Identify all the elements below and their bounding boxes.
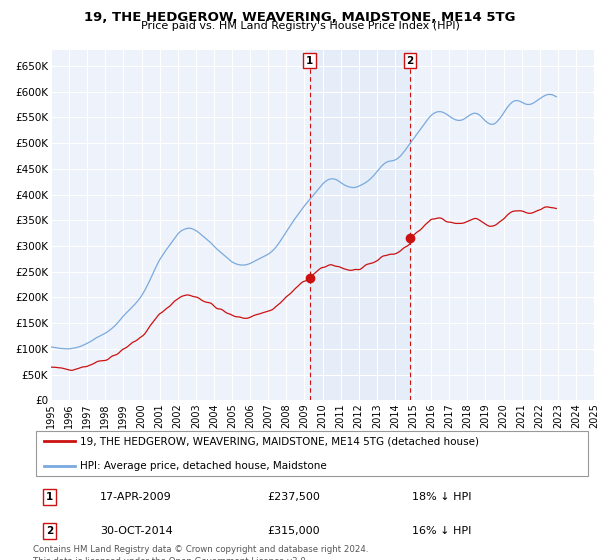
Text: 2: 2 [406,55,413,66]
Text: Price paid vs. HM Land Registry's House Price Index (HPI): Price paid vs. HM Land Registry's House … [140,21,460,31]
Text: 1: 1 [306,55,313,66]
Text: 19, THE HEDGEROW, WEAVERING, MAIDSTONE, ME14 5TG: 19, THE HEDGEROW, WEAVERING, MAIDSTONE, … [84,11,516,24]
Text: 19, THE HEDGEROW, WEAVERING, MAIDSTONE, ME14 5TG (detached house): 19, THE HEDGEROW, WEAVERING, MAIDSTONE, … [80,436,479,446]
Text: HPI: Average price, detached house, Maidstone: HPI: Average price, detached house, Maid… [80,461,327,471]
Text: 17-APR-2009: 17-APR-2009 [100,492,172,502]
Text: 1: 1 [46,492,53,502]
Text: £237,500: £237,500 [268,492,320,502]
Text: 2: 2 [46,526,53,536]
Text: £315,000: £315,000 [268,526,320,536]
Text: Contains HM Land Registry data © Crown copyright and database right 2024.
This d: Contains HM Land Registry data © Crown c… [33,545,368,560]
Bar [310,50,410,400]
Text: 30-OCT-2014: 30-OCT-2014 [100,526,173,536]
FancyBboxPatch shape [36,431,588,476]
Text: 16% ↓ HPI: 16% ↓ HPI [412,526,472,536]
Text: 18% ↓ HPI: 18% ↓ HPI [412,492,472,502]
